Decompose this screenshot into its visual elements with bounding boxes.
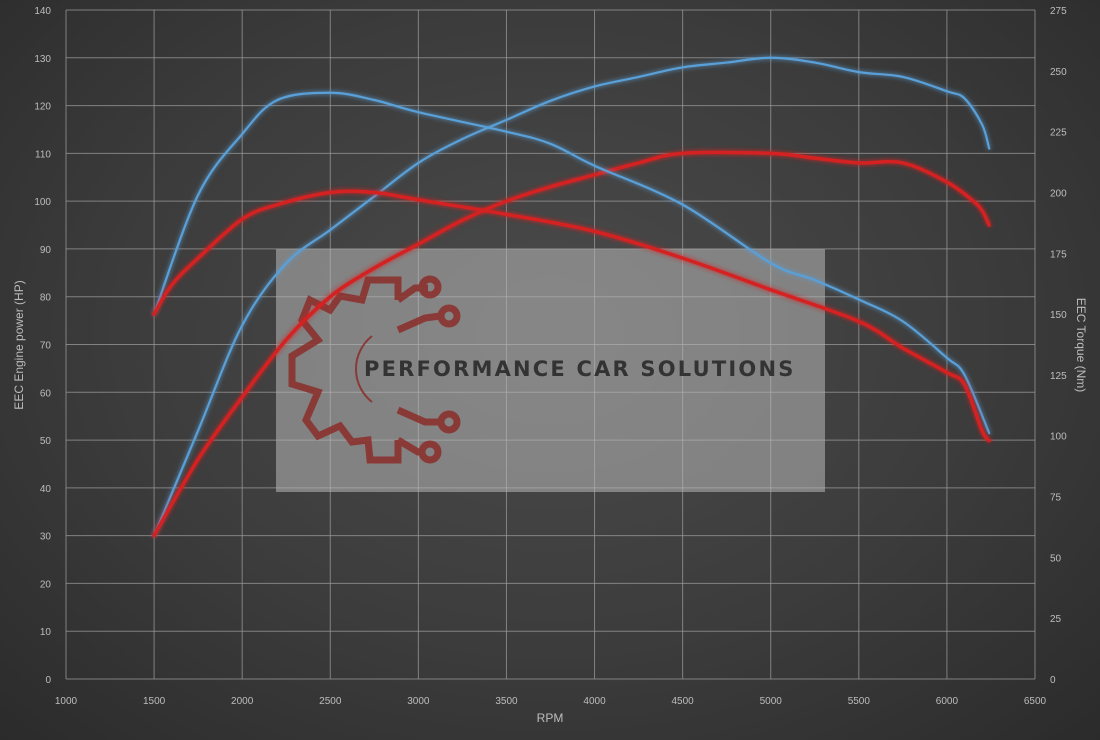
y-tick-label: 20 [40,579,52,590]
series-group [152,56,991,538]
x-tick-label: 5500 [848,696,871,707]
y-tick-label: 10 [40,627,52,638]
y2-tick-label: 25 [1050,614,1062,625]
y2-tick-label: 200 [1050,188,1067,199]
y-tick-label: 130 [34,54,51,65]
y-tick-label: 60 [40,388,52,399]
y-tick-label: 30 [40,532,52,543]
y-tick-label: 120 [34,102,51,113]
x-tick-label: 1000 [55,696,78,707]
x-tick-label: 2500 [319,696,342,707]
y-axis-left-label: EEC Engine power (HP) [12,280,26,409]
y2-tick-label: 225 [1050,128,1067,139]
y-axis-right-ticks: 0 25 50 75 100 125 150 175 200 225 250 275 [1050,6,1067,686]
watermark-text: PERFORMANCE CAR SOLUTIONS [364,357,796,381]
x-axis-ticks: 1000 1500 2000 2500 3000 3500 4000 4500 5000 5500… [55,696,1047,707]
y-tick-label: 70 [40,341,52,352]
x-tick-label: 6500 [1024,696,1047,707]
x-tick-label: 6000 [936,696,959,707]
y2-tick-label: 275 [1050,6,1067,17]
stock-torque-line [152,189,991,443]
tuned-power-line [152,56,991,537]
y2-tick-label: 75 [1050,493,1062,504]
gear-circuit-logo-icon [288,275,461,464]
y2-tick-label: 250 [1050,67,1067,78]
x-tick-label: 2000 [231,696,254,707]
x-tick-label: 3000 [407,696,430,707]
y-tick-label: 140 [34,6,51,17]
y-axis-left-ticks: 0 10 20 30 40 50 60 70 80 90 100 110 120 130 140 [34,6,51,686]
watermark: PERFORMANCE CAR SOLUTIONS [276,249,825,492]
x-tick-label: 4500 [672,696,695,707]
y2-tick-label: 0 [1050,675,1056,686]
y-tick-label: 0 [45,675,51,686]
x-tick-label: 3500 [495,696,518,707]
x-tick-label: 5000 [760,696,783,707]
x-tick-label: 1500 [143,696,166,707]
y-tick-label: 80 [40,293,52,304]
stock-power-line [152,150,991,538]
y-tick-label: 100 [34,197,51,208]
y2-tick-label: 100 [1050,432,1067,443]
y-tick-label: 40 [40,484,52,495]
y-axis-right-label: EEC Torque (Nm) [1074,298,1088,392]
y-tick-label: 110 [35,149,51,160]
y-tick-label: 90 [40,245,52,256]
y-tick-label: 50 [40,436,52,447]
y2-tick-label: 175 [1050,249,1067,260]
y2-tick-label: 150 [1050,310,1067,321]
y2-tick-label: 50 [1050,553,1062,564]
tuned-torque-line [152,91,991,435]
y2-tick-label: 125 [1050,371,1067,382]
x-tick-label: 4000 [583,696,606,707]
x-axis-label: RPM [537,711,564,725]
